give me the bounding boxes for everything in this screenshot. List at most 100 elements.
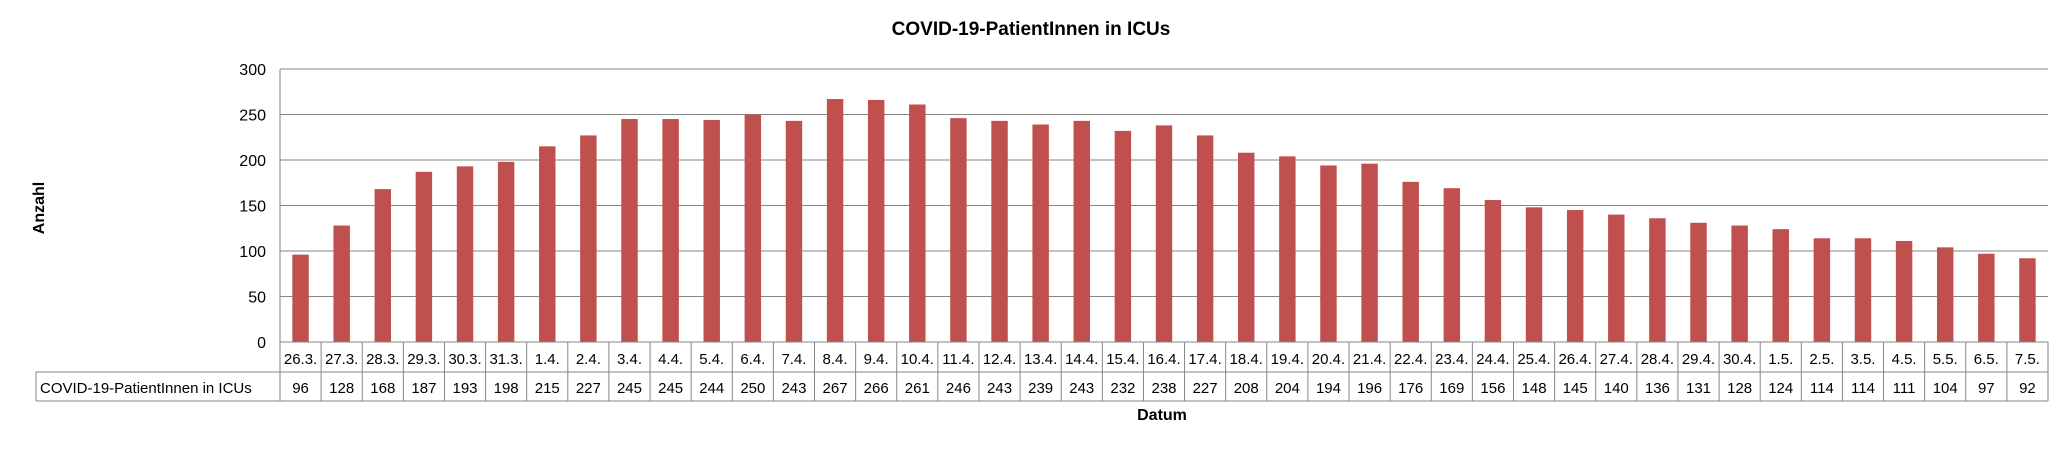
x-tick-label: 1.5. <box>1768 351 1793 368</box>
bar <box>1649 218 1666 342</box>
data-label: 187 <box>411 380 436 397</box>
x-tick-label: 9.4. <box>864 351 889 368</box>
bar <box>950 118 967 342</box>
data-label: 194 <box>1316 380 1341 397</box>
bar <box>1155 125 1173 342</box>
data-label: 136 <box>1645 380 1670 397</box>
data-label: 227 <box>576 380 601 397</box>
x-tick-label: 21.4. <box>1353 351 1386 368</box>
data-label: 198 <box>494 380 519 397</box>
bar <box>1196 135 1214 342</box>
y-tick-label: 100 <box>239 244 266 261</box>
data-label: 261 <box>905 380 930 397</box>
x-tick-label: 8.4. <box>823 351 848 368</box>
bar <box>374 189 392 342</box>
data-label: 92 <box>2019 380 2036 397</box>
data-label: 215 <box>535 380 560 397</box>
bar <box>497 161 515 342</box>
bar <box>1073 120 1090 343</box>
x-tick-label: 27.3. <box>325 351 358 368</box>
data-label: 246 <box>946 380 971 397</box>
data-label: 196 <box>1357 380 1382 397</box>
bar <box>1772 229 1789 342</box>
data-label: 238 <box>1151 380 1176 397</box>
data-label: 176 <box>1398 380 1423 397</box>
bar <box>539 146 556 342</box>
x-tick-label: 22.4. <box>1394 351 1427 368</box>
chart-title: COVID-19-PatientInnen in ICUs <box>892 19 1171 40</box>
x-tick-label: 4.5. <box>1892 351 1917 368</box>
bar <box>826 99 844 342</box>
data-label: 96 <box>292 380 309 397</box>
data-label: 208 <box>1234 380 1259 397</box>
data-label: 128 <box>329 380 354 397</box>
x-tick-label: 24.4. <box>1476 351 1509 368</box>
x-tick-label: 28.4. <box>1641 351 1674 368</box>
x-tick-label: 27.4. <box>1600 351 1633 368</box>
bar <box>292 254 309 342</box>
x-tick-label: 5.5. <box>1933 351 1958 368</box>
bar <box>909 104 926 343</box>
data-label: 131 <box>1686 380 1711 397</box>
bar <box>1608 214 1625 342</box>
bar <box>1484 200 1502 342</box>
x-tick-label: 7.4. <box>781 351 806 368</box>
data-label: 245 <box>617 380 642 397</box>
x-tick-label: 19.4. <box>1271 351 1304 368</box>
data-label: 140 <box>1604 380 1629 397</box>
bars <box>292 99 2036 343</box>
x-tick-label: 6.5. <box>1974 351 1999 368</box>
x-tick-label: 26.4. <box>1558 351 1591 368</box>
bar <box>1978 253 1995 342</box>
data-label: 124 <box>1768 380 1793 397</box>
bar <box>1731 225 1748 342</box>
y-tick-label: 200 <box>239 153 266 170</box>
bar <box>580 135 597 342</box>
x-tick-label: 10.4. <box>901 351 934 368</box>
data-label: 204 <box>1275 380 1300 397</box>
data-label: 243 <box>781 380 806 397</box>
x-tick-label: 5.4. <box>699 351 724 368</box>
data-label: 232 <box>1110 380 1135 397</box>
data-label: 250 <box>740 380 765 397</box>
bar <box>1854 238 1872 342</box>
y-tick-label: 150 <box>239 199 266 216</box>
y-axis-ticks: 0 50 100 150 200 250 300 <box>239 62 266 352</box>
x-axis-title: Datum <box>1137 407 1187 424</box>
data-label: 97 <box>1978 380 1995 397</box>
data-label: 156 <box>1480 380 1505 397</box>
bar <box>991 120 1008 343</box>
data-table: COVID-19-PatientInnen in ICUs 26.3. 96 27.3… <box>35 341 2049 402</box>
bar <box>1566 210 1584 342</box>
x-tick-label: 4.4. <box>658 351 683 368</box>
bar <box>785 120 803 343</box>
x-tick-label: 13.4. <box>1024 351 1057 368</box>
bar <box>1320 165 1337 342</box>
x-tick-label: 14.4. <box>1065 351 1098 368</box>
data-label: 239 <box>1028 380 1053 397</box>
data-label: 244 <box>699 380 724 397</box>
bar <box>1238 152 1255 342</box>
x-tick-label: 3.4. <box>617 351 642 368</box>
bar <box>662 119 679 342</box>
data-label: 114 <box>1851 380 1875 397</box>
x-tick-label: 11.4. <box>942 351 974 368</box>
x-tick-label: 30.4. <box>1723 351 1756 368</box>
x-tick-label: 2.4. <box>576 351 601 368</box>
x-tick-label: 12.4. <box>983 351 1016 368</box>
data-label: 111 <box>1893 380 1916 397</box>
x-tick-label: 1.4. <box>535 351 560 368</box>
y-axis-title: Anzahl <box>31 182 48 234</box>
x-tick-label: 23.4. <box>1435 351 1468 368</box>
bar <box>703 119 720 343</box>
bar <box>1813 238 1831 342</box>
bar <box>1690 222 1707 342</box>
data-label: 114 <box>1810 380 1834 397</box>
data-label: 104 <box>1933 380 1958 397</box>
data-label: 243 <box>987 380 1012 397</box>
x-tick-label: 29.3. <box>407 351 440 368</box>
data-label: 267 <box>823 380 848 397</box>
data-label: 169 <box>1439 380 1464 397</box>
y-tick-label: 250 <box>239 108 266 125</box>
